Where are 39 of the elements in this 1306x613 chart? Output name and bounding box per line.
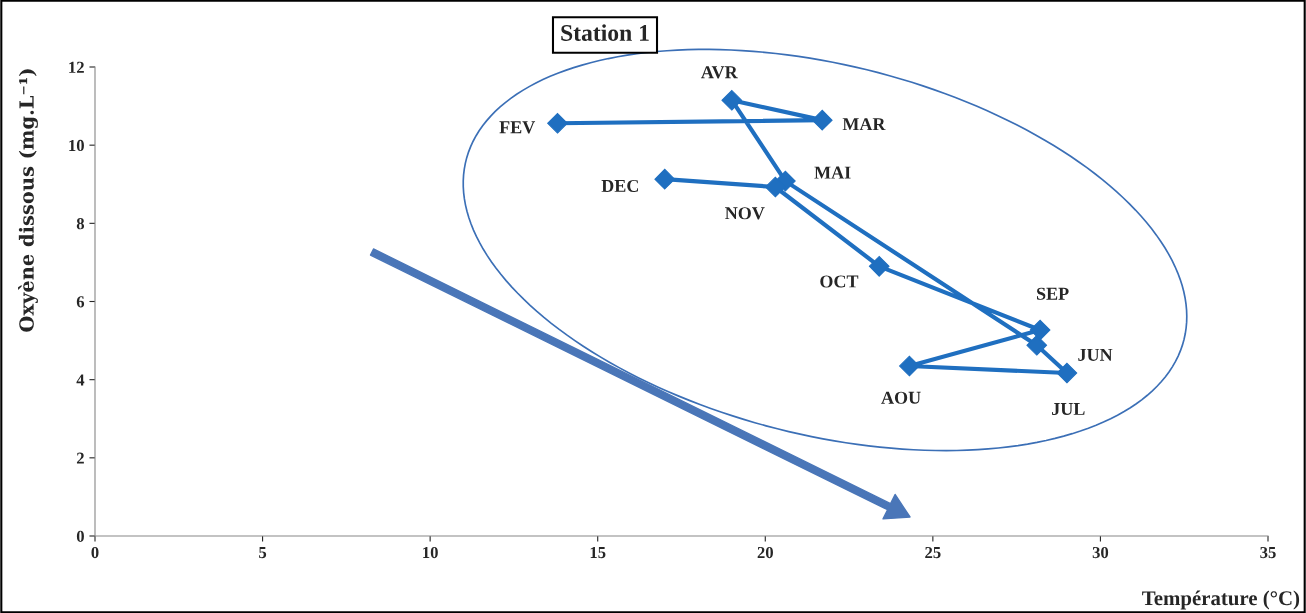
y-tick-label: 12 bbox=[69, 61, 84, 73]
annotation: AVR bbox=[701, 66, 738, 79]
annotation: SEP bbox=[1037, 287, 1069, 300]
x-tick-label: 15 bbox=[590, 546, 606, 559]
annotation: NOV bbox=[725, 207, 765, 220]
x-tick-label: 35 bbox=[1260, 546, 1276, 559]
y-tick-label: 0 bbox=[76, 530, 84, 542]
point bbox=[1029, 319, 1051, 341]
annotation: JUN bbox=[1078, 348, 1113, 361]
chart-title: Station 1 bbox=[561, 24, 649, 41]
x-tick-label: 5 bbox=[259, 547, 267, 559]
y-tick-label: 10 bbox=[69, 139, 84, 152]
point bbox=[899, 355, 920, 377]
y-tick-label: 4 bbox=[76, 374, 85, 386]
x-tick-label: 0 bbox=[91, 546, 99, 559]
y-tick-label: 8 bbox=[76, 218, 85, 230]
point bbox=[1056, 362, 1078, 384]
x-tick-label: 30 bbox=[1092, 546, 1109, 559]
point bbox=[547, 112, 568, 134]
annotation: FEV bbox=[499, 121, 536, 134]
annotation: MAI bbox=[814, 166, 851, 179]
point bbox=[721, 89, 743, 111]
point bbox=[765, 176, 786, 198]
point bbox=[811, 109, 833, 131]
x-axis-title: Température (°C) bbox=[1142, 590, 1300, 610]
x-tick-label: 20 bbox=[757, 546, 773, 559]
y-tick-label: 6 bbox=[76, 296, 85, 308]
y-tick-label: 2 bbox=[76, 452, 84, 464]
y-axis-title: Oxyène dissous (mg.L⁻¹) bbox=[18, 69, 38, 332]
annotation: JUL bbox=[1052, 403, 1085, 416]
point bbox=[868, 255, 890, 277]
point bbox=[654, 168, 676, 190]
annotation: AOU bbox=[881, 391, 921, 404]
annotation: OCT bbox=[820, 275, 859, 288]
annotation: MAR bbox=[842, 118, 886, 131]
x-tick-label: 25 bbox=[925, 546, 941, 559]
x-tick-label: 10 bbox=[423, 546, 438, 559]
point bbox=[1026, 334, 1048, 356]
annotation: DEC bbox=[601, 179, 638, 193]
